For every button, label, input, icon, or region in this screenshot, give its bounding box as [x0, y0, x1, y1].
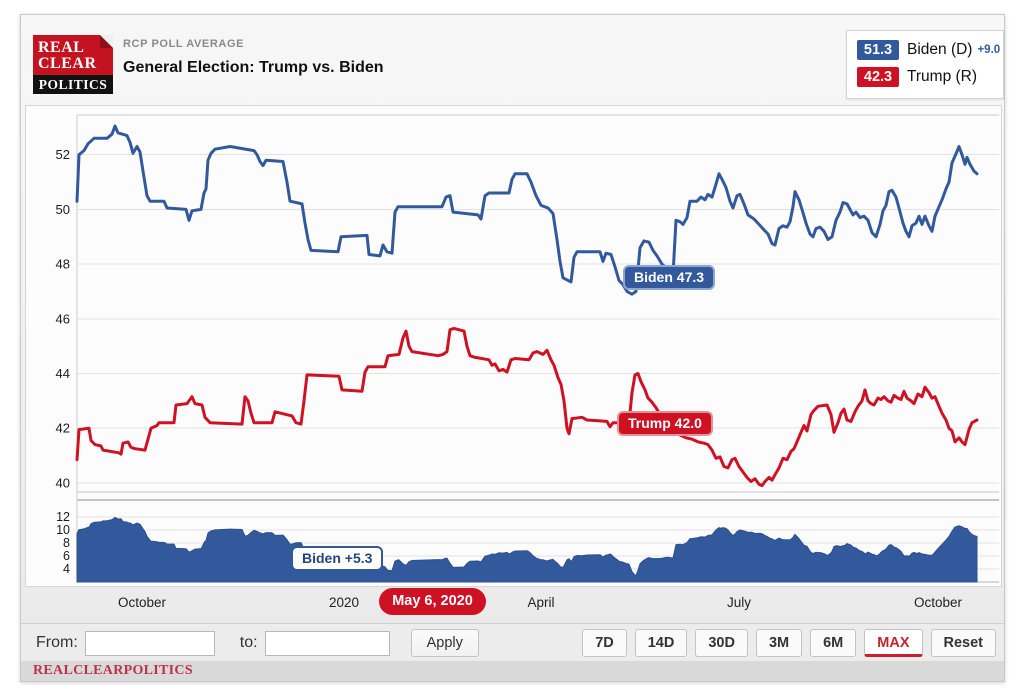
- trump-legend-name: Trump (R): [907, 68, 978, 85]
- chart-section: 52 50 48 46 44 42 40 12 10 8 6 4 Biden 47.3 Trump 4…: [25, 105, 1002, 587]
- hover-date-tooltip: May 6, 2020: [379, 588, 486, 615]
- spread-tick-label: 12: [56, 510, 70, 524]
- x-axis-label: April: [527, 595, 555, 610]
- range-button-max[interactable]: MAX: [864, 629, 923, 657]
- spread-area-biden-minus-trump: [76, 516, 978, 583]
- biden-value-badge: 51.3: [857, 40, 899, 60]
- y-axis-tick-label: 46: [56, 311, 70, 326]
- chart-title: General Election: Trump vs. Biden: [123, 59, 384, 76]
- from-label: From:: [36, 634, 78, 651]
- y-axis-tick-label: 48: [56, 257, 70, 272]
- range-button-7d[interactable]: 7D: [582, 629, 627, 657]
- spread-tick-label: 10: [56, 523, 70, 537]
- legend-row-biden: 51.3 Biden (D) +9.0: [857, 40, 1003, 60]
- x-axis-label: July: [726, 595, 752, 610]
- to-date-input[interactable]: [264, 630, 390, 656]
- biden-line: [75, 124, 979, 296]
- spread-tick-label: 6: [63, 549, 70, 563]
- to-label: to:: [239, 634, 258, 651]
- x-axis-label: 2020: [328, 595, 360, 610]
- y-axis-tick-label: 52: [56, 147, 70, 162]
- logo-fold-corner-icon: [100, 35, 113, 48]
- y-axis-tick-label: 44: [56, 366, 70, 381]
- legend-row-trump: 42.3 Trump (R): [857, 67, 1003, 87]
- range-button-30d[interactable]: 30D: [695, 629, 748, 657]
- x-axis-labels-row: May 6, 2020 October 2020 April July October: [21, 587, 1004, 621]
- logo-line-clear: CLEAR: [38, 55, 97, 72]
- trump-value-badge: 42.3: [857, 67, 899, 87]
- x-axis-label: October: [913, 595, 963, 610]
- logo-line-politics: POLITICS: [33, 75, 113, 94]
- spread-tick-label: 8: [63, 536, 70, 550]
- rcp-logo: REAL CLEAR POLITICS: [33, 35, 113, 94]
- from-date-input[interactable]: [84, 630, 215, 656]
- widget-header: REAL CLEAR POLITICS RCP POLL AVERAGE Gen…: [21, 15, 1004, 105]
- logo-line-real: REAL: [38, 39, 85, 56]
- range-button-reset[interactable]: Reset: [930, 629, 996, 657]
- controls-bar: From: to: Apply 7D 14D 30D 3M 6M MAX Reset: [21, 623, 1004, 663]
- range-buttons-group: 7D 14D 30D 3M 6M MAX Reset: [574, 629, 996, 657]
- range-button-6m[interactable]: 6M: [810, 629, 857, 657]
- y-axis-tick-label: 50: [56, 202, 70, 217]
- trump-value-tooltip: Trump 42.0: [617, 411, 713, 436]
- y-axis-tick-label: 40: [56, 475, 70, 490]
- x-axis-label: October: [117, 595, 167, 610]
- rcp-poll-widget: REAL CLEAR POLITICS RCP POLL AVERAGE Gen…: [20, 14, 1005, 682]
- chart-kicker: RCP POLL AVERAGE: [123, 38, 245, 50]
- spread-value-tooltip: Biden +5.3: [291, 546, 384, 571]
- spread-tick-label: 4: [63, 562, 70, 576]
- realclearpolitics-branding: REALCLEARPOLITICS: [21, 661, 1004, 681]
- legend-box: 51.3 Biden (D) +9.0 42.3 Trump (R): [846, 30, 1004, 99]
- biden-legend-name: Biden (D): [907, 41, 973, 58]
- y-axis-tick-label: 42: [56, 421, 70, 436]
- biden-delta-badge: +9.0: [977, 44, 1001, 56]
- biden-value-tooltip: Biden 47.3: [623, 265, 716, 290]
- trump-line: [75, 326, 979, 488]
- range-button-14d[interactable]: 14D: [634, 629, 688, 657]
- range-button-3m[interactable]: 3M: [755, 629, 803, 657]
- apply-button[interactable]: Apply: [410, 629, 479, 657]
